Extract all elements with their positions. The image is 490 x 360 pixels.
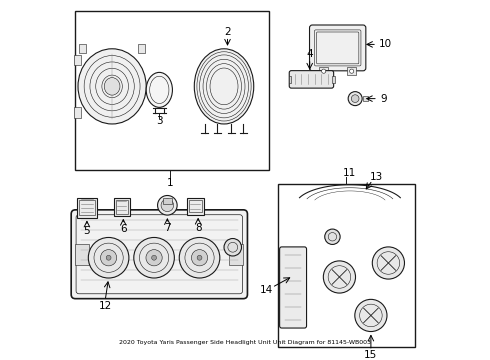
FancyBboxPatch shape xyxy=(310,25,366,71)
Text: 8: 8 xyxy=(195,223,201,233)
Text: 10: 10 xyxy=(379,39,392,49)
Circle shape xyxy=(100,249,117,266)
Bar xyxy=(74,107,81,118)
Bar xyxy=(163,198,172,204)
Bar xyxy=(79,201,95,215)
Circle shape xyxy=(179,238,220,278)
Bar xyxy=(187,198,204,215)
Circle shape xyxy=(151,255,156,260)
Ellipse shape xyxy=(195,49,254,124)
Text: 13: 13 xyxy=(370,172,384,182)
Bar xyxy=(319,67,328,75)
Circle shape xyxy=(325,229,340,244)
Circle shape xyxy=(88,238,129,278)
Bar xyxy=(332,76,335,83)
Circle shape xyxy=(197,255,202,260)
Text: 3: 3 xyxy=(156,116,163,126)
Bar xyxy=(138,44,146,53)
Bar xyxy=(75,244,89,265)
Circle shape xyxy=(224,239,242,256)
Bar xyxy=(229,244,243,265)
Circle shape xyxy=(134,238,174,278)
FancyBboxPatch shape xyxy=(280,247,307,328)
Text: 15: 15 xyxy=(364,350,377,360)
Ellipse shape xyxy=(146,72,172,107)
Text: 7: 7 xyxy=(164,223,171,233)
Text: 12: 12 xyxy=(98,301,112,311)
Circle shape xyxy=(158,195,177,215)
Circle shape xyxy=(351,95,359,103)
Bar xyxy=(79,44,86,53)
Circle shape xyxy=(106,255,111,260)
Circle shape xyxy=(161,199,173,212)
Text: 5: 5 xyxy=(84,226,90,236)
Text: 14: 14 xyxy=(259,285,272,295)
Circle shape xyxy=(372,247,404,279)
Text: 6: 6 xyxy=(120,224,126,234)
FancyBboxPatch shape xyxy=(289,71,334,88)
Bar xyxy=(77,198,97,217)
Text: 2020 Toyota Yaris Passenger Side Headlight Unit Unit Diagram for 81145-WB003: 2020 Toyota Yaris Passenger Side Headlig… xyxy=(119,340,371,345)
Bar xyxy=(189,200,201,212)
Bar xyxy=(116,200,128,214)
Bar xyxy=(74,55,81,66)
Circle shape xyxy=(321,69,326,73)
Bar xyxy=(363,96,368,102)
Ellipse shape xyxy=(78,49,146,124)
FancyBboxPatch shape xyxy=(71,210,247,299)
Bar xyxy=(289,76,292,83)
Text: 9: 9 xyxy=(381,94,387,104)
Circle shape xyxy=(348,92,362,105)
Text: 11: 11 xyxy=(343,168,356,178)
Circle shape xyxy=(349,69,354,73)
Text: 1: 1 xyxy=(167,177,173,188)
Text: 4: 4 xyxy=(306,49,313,59)
Ellipse shape xyxy=(104,78,120,95)
Circle shape xyxy=(146,249,162,266)
Circle shape xyxy=(355,300,387,332)
Bar xyxy=(278,184,415,347)
Circle shape xyxy=(192,249,208,266)
Text: 2: 2 xyxy=(224,27,231,37)
Bar xyxy=(347,67,356,75)
Bar xyxy=(114,198,130,216)
Circle shape xyxy=(323,261,356,293)
Bar xyxy=(75,11,270,170)
